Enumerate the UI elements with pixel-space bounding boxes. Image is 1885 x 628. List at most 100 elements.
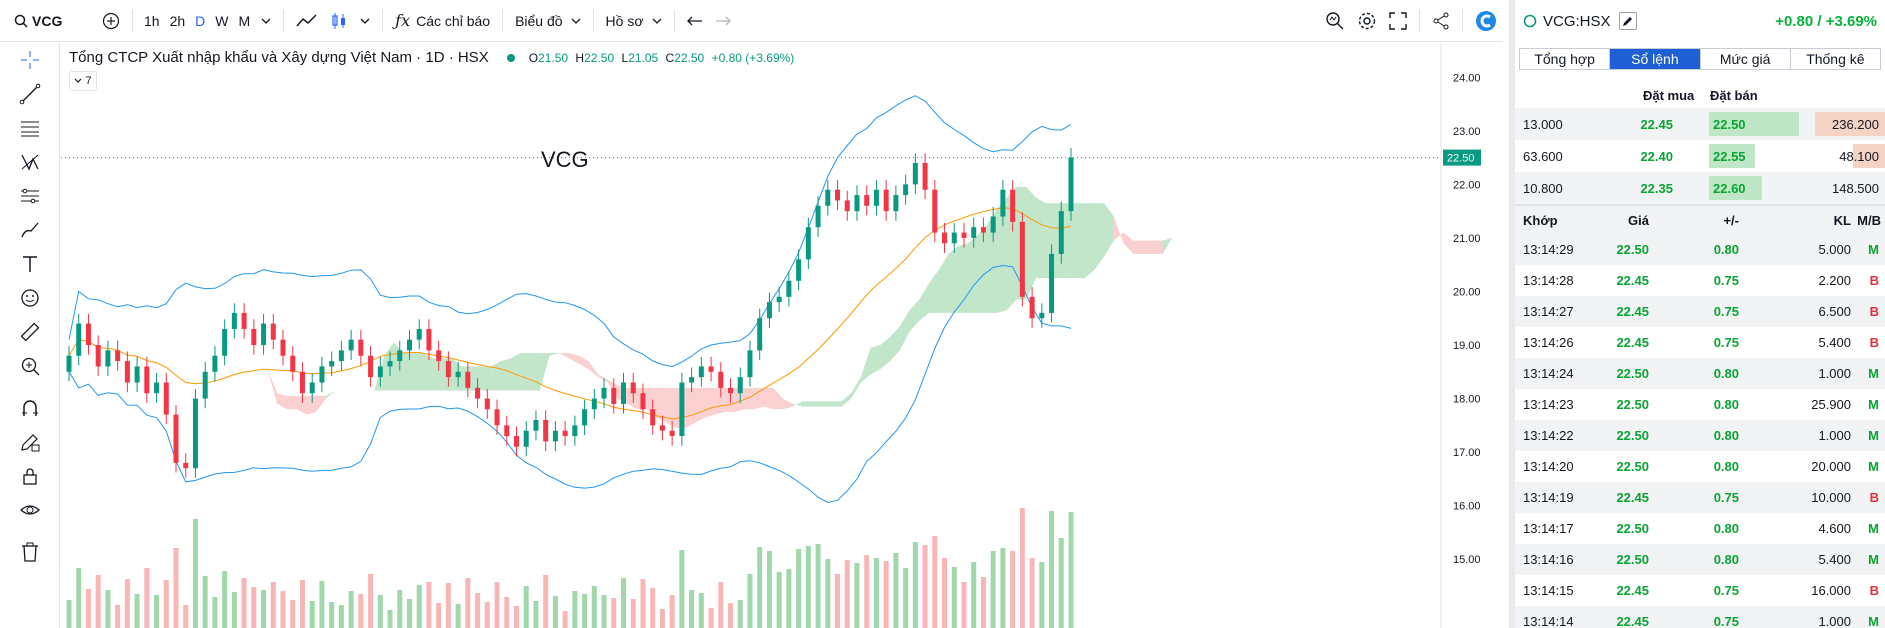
y-tick-label: 24.00: [1453, 72, 1481, 84]
magnet-icon: [21, 400, 38, 416]
stay-drawing-tool[interactable]: [0, 425, 60, 459]
candle-body: [523, 430, 529, 447]
orderbook-row[interactable]: 63.600 22.40 22.55 48.100: [1515, 140, 1885, 172]
volume-bar: [873, 558, 879, 628]
trades-list[interactable]: 13:14:29 22.50 0.80 5.000 M 13:14:28 22.45 0.75…: [1515, 234, 1885, 628]
remove-drawings-tool[interactable]: [0, 535, 60, 569]
emoji-tool[interactable]: [0, 281, 60, 315]
search-icon: [14, 14, 28, 28]
volume-bar: [134, 594, 140, 628]
tab-muc-gia[interactable]: Mức giá: [1701, 49, 1791, 69]
measure-tool[interactable]: [0, 315, 60, 349]
candle-body: [154, 382, 160, 394]
prediction-tool[interactable]: [0, 179, 60, 213]
lock-drawings-tool[interactable]: [0, 459, 60, 493]
price-chart[interactable]: 25.0024.0023.0022.0021.0020.0019.0018.00…: [61, 19, 1503, 628]
ask-price[interactable]: 22.55: [1713, 148, 1746, 164]
y-tick-label: 22.00: [1453, 179, 1481, 191]
chart-style-dropdown[interactable]: [354, 0, 376, 42]
tab-tong-hop[interactable]: Tổng hợp: [1520, 49, 1611, 69]
candle-body: [621, 382, 627, 404]
candle-body: [299, 371, 305, 394]
volume-bar: [76, 568, 82, 628]
eye-icon: [19, 505, 40, 515]
interval-dropdown[interactable]: [255, 0, 277, 42]
hide-drawings-tool[interactable]: [0, 493, 60, 527]
candle-body: [572, 425, 578, 437]
zoom-tool[interactable]: [0, 349, 60, 383]
interval-m[interactable]: M: [238, 12, 251, 29]
ask-price[interactable]: 22.60: [1713, 180, 1746, 196]
candle-chart-button[interactable]: [324, 0, 354, 42]
volume-bar: [640, 579, 646, 628]
orderbook-row[interactable]: 10.800 22.35 22.60 148.500: [1515, 172, 1885, 204]
candle-body: [922, 162, 928, 190]
chart-type-label: Biểu đồ: [515, 12, 563, 29]
lock-icon: [22, 468, 37, 485]
profile-menu[interactable]: Hồ sơ: [600, 0, 668, 42]
interval-w[interactable]: W: [215, 12, 229, 29]
edit-symbol-button[interactable]: [1618, 12, 1637, 30]
ichimoku-cloud-segment: [539, 353, 550, 391]
quick-search-button[interactable]: [1319, 0, 1351, 42]
volume-bar: [85, 589, 91, 628]
ichimoku-cloud-segment: [549, 353, 560, 356]
trade-row: 13:14:16 22.50 0.80 5.400 M: [1515, 544, 1885, 575]
ichimoku-cloud-segment: [938, 253, 949, 313]
last-price-tag: [1443, 149, 1481, 166]
ichimoku-cloud-segment: [783, 398, 793, 410]
tab-so-lenh[interactable]: Sổ lệnh: [1610, 49, 1701, 69]
brush-tool[interactable]: [0, 213, 60, 247]
ask-price[interactable]: 22.50: [1713, 116, 1746, 132]
trade-price: 22.45: [1616, 273, 1649, 288]
ichimoku-cloud-segment: [413, 353, 424, 391]
volume-bar: [280, 591, 286, 628]
candle-body: [319, 366, 325, 383]
interval-2h[interactable]: 2h: [169, 12, 186, 29]
candle-body: [737, 377, 743, 394]
ichimoku-cloud-segment: [928, 270, 939, 313]
ask-depth-bar: [1709, 176, 1762, 200]
volume-bar: [708, 608, 714, 628]
symbol-search[interactable]: VCG: [0, 0, 96, 42]
trade-row: 13:14:24 22.50 0.80 1.000 M: [1515, 358, 1885, 389]
chart-canvas[interactable]: 25.0024.0023.0022.0021.0020.0019.0018.00…: [61, 19, 1503, 628]
trade-time: 13:14:22: [1523, 428, 1574, 443]
share-button[interactable]: [1426, 0, 1456, 42]
trade-row: 13:14:28 22.45 0.75 2.200 B: [1515, 265, 1885, 296]
pattern-tool[interactable]: [0, 145, 60, 179]
interval-d[interactable]: D: [195, 12, 206, 29]
text-tool[interactable]: [0, 247, 60, 281]
tab-thong-ke[interactable]: Thống kê: [1806, 51, 1865, 67]
orderbook-row[interactable]: 13.000 22.45 22.50 236.200: [1515, 108, 1885, 140]
crosshair-tool[interactable]: [0, 43, 60, 77]
y-tick-label: 18.00: [1453, 394, 1481, 406]
settings-button[interactable]: [1351, 0, 1383, 42]
redo-button[interactable]: [709, 0, 737, 42]
horizontal-lines-tool[interactable]: [0, 111, 60, 145]
fullscreen-button[interactable]: [1383, 0, 1413, 42]
line-chart-button[interactable]: [290, 0, 324, 42]
trade-volume: 1.000: [1818, 614, 1851, 628]
magnet-tool[interactable]: [0, 391, 60, 425]
bid-price[interactable]: 22.45: [1640, 116, 1673, 132]
trade-change: 0.80: [1713, 521, 1739, 536]
ichimoku-cloud-segment: [1094, 203, 1105, 271]
volume-bar: [105, 590, 111, 628]
trade-volume: 25.900: [1811, 397, 1851, 412]
ichimoku-cloud-segment: [403, 353, 414, 391]
candle-body: [309, 382, 315, 394]
bid-price[interactable]: 22.40: [1640, 148, 1673, 164]
trendline-tool[interactable]: [0, 77, 60, 111]
bid-price[interactable]: 22.35: [1640, 180, 1673, 196]
compare-button[interactable]: [96, 0, 126, 42]
indicators-collapse-button[interactable]: 7: [69, 71, 97, 91]
undo-button[interactable]: [681, 0, 709, 42]
orderbook: 13.000 22.45 22.50 236.200 63.600 22.40 22.55 4…: [1515, 108, 1885, 204]
indicators-button[interactable]: ƒx Các chỉ báo: [389, 0, 496, 42]
interval-1h[interactable]: 1h: [144, 12, 160, 29]
trade-row: 13:14:19 22.45 0.75 10.000 B: [1515, 482, 1885, 513]
chart-type-menu[interactable]: Biểu đồ: [509, 0, 586, 42]
trade-side: M: [1868, 428, 1879, 443]
volume-bar: [572, 591, 578, 628]
